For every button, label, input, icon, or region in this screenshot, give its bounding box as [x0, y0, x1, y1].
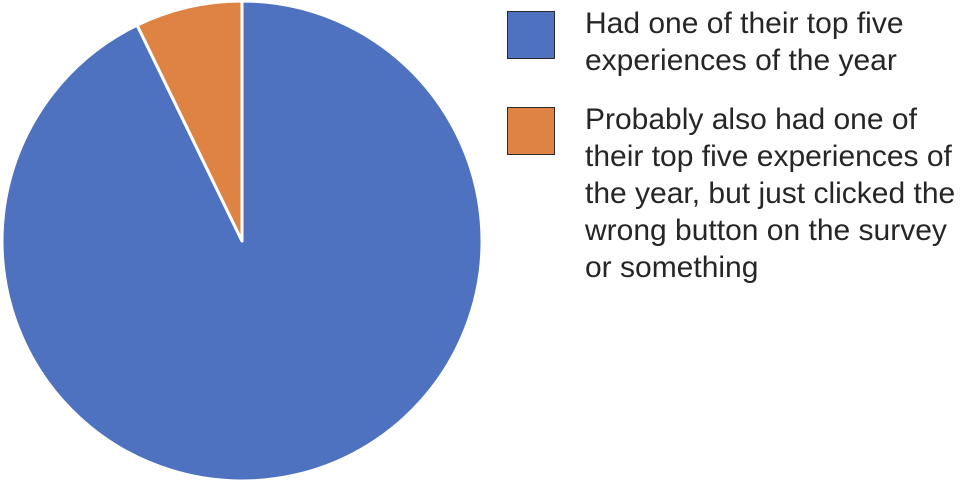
legend-item-wrong-button: Probably also had one of their top five …	[507, 101, 957, 286]
legend: Had one of their top five experiences of…	[507, 5, 957, 308]
legend-swatch-orange	[507, 107, 555, 155]
legend-swatch-blue	[507, 11, 555, 59]
legend-label-wrong-button: Probably also had one of their top five …	[585, 101, 957, 286]
pie-chart	[0, 0, 484, 483]
legend-item-top-five: Had one of their top five experiences of…	[507, 5, 957, 79]
legend-label-top-five: Had one of their top five experiences of…	[585, 5, 957, 79]
